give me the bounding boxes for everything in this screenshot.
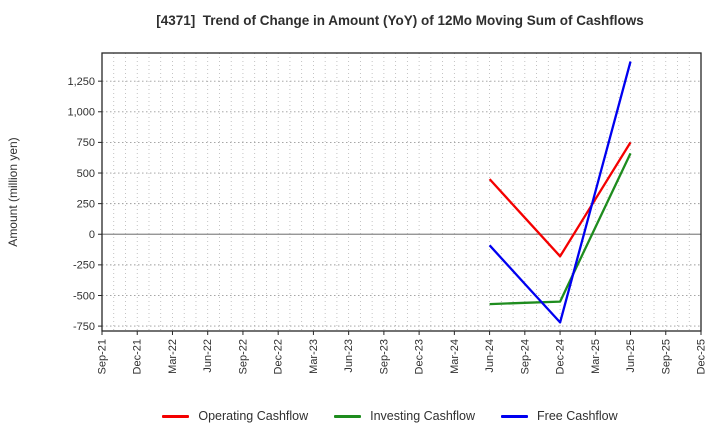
svg-text:1,250: 1,250 xyxy=(67,76,95,88)
svg-text:Sep-25: Sep-25 xyxy=(660,339,672,374)
y-axis-title: Amount (million yen) xyxy=(6,137,20,246)
plot-frame xyxy=(101,52,702,332)
svg-text:Mar-25: Mar-25 xyxy=(590,339,602,374)
x-axis-tick-labels: Sep-21 Dec-21 Mar-22 Jun-22 Sep-22 Dec-22 Mar-… xyxy=(97,339,708,374)
free-cashflow-line-swatch xyxy=(501,414,529,418)
vertical-gridlines xyxy=(113,53,690,331)
svg-text:Jun-25: Jun-25 xyxy=(625,339,637,373)
line-free-cashflow xyxy=(488,61,632,324)
legend-item-investing-cashflow: Investing Cashflow xyxy=(334,409,475,423)
svg-text:Dec-21: Dec-21 xyxy=(132,339,144,374)
svg-text:Dec-23: Dec-23 xyxy=(414,339,426,374)
svg-text:-250: -250 xyxy=(73,260,95,272)
legend-label-operating-cashflow: Operating Cashflow xyxy=(198,409,309,423)
svg-text:500: 500 xyxy=(77,168,95,180)
svg-text:Mar-24: Mar-24 xyxy=(449,339,461,374)
line-investing-cashflow xyxy=(489,152,632,306)
y-axis-tick-labels: -750 -500 -250 0 250 500 750 1,000 1,250 xyxy=(67,76,95,333)
axis-ticks xyxy=(98,80,702,335)
svg-text:-750: -750 xyxy=(73,321,95,333)
legend-label-investing-cashflow: Investing Cashflow xyxy=(370,409,476,423)
svg-text:750: 750 xyxy=(77,137,95,149)
svg-text:1,000: 1,000 xyxy=(67,107,95,119)
horizontal-gridlines xyxy=(102,80,701,327)
svg-text:Dec-22: Dec-22 xyxy=(273,339,285,374)
svg-text:250: 250 xyxy=(77,198,95,210)
svg-text:Jun-23: Jun-23 xyxy=(343,339,355,373)
legend: Operating Cashflow Investing Cashflow Fr… xyxy=(60,404,720,428)
legend-label-free-cashflow: Free Cashflow xyxy=(537,409,618,423)
svg-text:0: 0 xyxy=(89,229,95,241)
svg-text:Dec-25: Dec-25 xyxy=(696,339,708,374)
svg-text:Sep-22: Sep-22 xyxy=(237,339,249,374)
svg-text:Mar-22: Mar-22 xyxy=(167,339,179,374)
legend-item-operating-cashflow: Operating Cashflow xyxy=(162,409,308,423)
line-operating-cashflow xyxy=(488,141,632,258)
svg-text:Jun-22: Jun-22 xyxy=(202,339,214,373)
investing-cashflow-line-swatch xyxy=(334,414,362,418)
operating-cashflow-line-swatch xyxy=(162,414,190,418)
svg-text:-500: -500 xyxy=(73,290,95,302)
svg-text:Sep-23: Sep-23 xyxy=(378,339,390,374)
svg-text:Sep-24: Sep-24 xyxy=(519,339,531,374)
legend-item-free-cashflow: Free Cashflow xyxy=(501,409,618,423)
svg-text:Dec-24: Dec-24 xyxy=(555,339,567,374)
svg-text:Mar-23: Mar-23 xyxy=(308,339,320,374)
svg-text:Jun-24: Jun-24 xyxy=(484,339,496,373)
chart-title: [4371] Trend of Change in Amount (YoY) o… xyxy=(156,13,644,28)
svg-text:Sep-21: Sep-21 xyxy=(97,339,109,374)
